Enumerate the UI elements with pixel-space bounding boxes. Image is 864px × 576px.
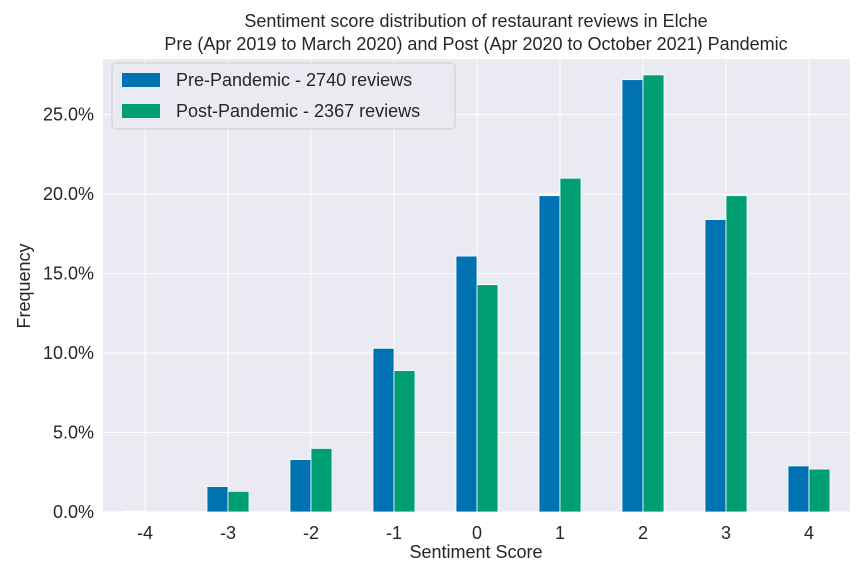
legend-label-pre: Pre-Pandemic - 2740 reviews	[176, 70, 412, 90]
x-axis-label: Sentiment Score	[409, 542, 542, 562]
x-tick-label: -3	[220, 523, 236, 543]
bar-pre-pandemic-0	[455, 255, 478, 513]
y-tick-label: 0.0%	[53, 502, 94, 522]
bar-post-pandemic-0	[476, 284, 499, 513]
bars	[123, 74, 831, 513]
x-tick-label: -1	[386, 523, 402, 543]
bar-post-pandemic-3	[725, 195, 748, 513]
y-tick-labels: 0.0% 5.0% 10.0% 15.0% 20.0% 25.0%	[43, 105, 94, 522]
legend-swatch-post	[122, 104, 160, 118]
x-tick-label: -2	[303, 523, 319, 543]
bar-pre-pandemic-4	[787, 465, 810, 513]
x-tick-labels: -4 -3 -2 -1 0 1 2 3 4	[137, 523, 814, 543]
bar-post-pandemic-4	[808, 468, 831, 513]
y-tick-label: 15.0%	[43, 264, 94, 284]
bar-post-pandemic--3	[227, 490, 250, 513]
chart-title-line-1: Sentiment score distribution of restaura…	[244, 11, 707, 31]
x-tick-label: 1	[555, 523, 565, 543]
y-tick-label: 25.0%	[43, 105, 94, 125]
legend: Pre-Pandemic - 2740 reviews Post-Pandemi…	[111, 62, 456, 130]
x-tick-label: 2	[638, 523, 648, 543]
bar-post-pandemic-2	[642, 74, 665, 513]
bar-pre-pandemic-1	[538, 195, 561, 513]
bar-pre-pandemic--2	[289, 459, 312, 513]
bar-pre-pandemic-2	[621, 79, 644, 513]
legend-frame	[111, 62, 456, 130]
bar-post-pandemic-1	[559, 177, 582, 513]
bar-post-pandemic--2	[310, 448, 333, 513]
bar-pre-pandemic-3	[704, 219, 727, 513]
x-tick-label: -4	[137, 523, 153, 543]
x-tick-label: 0	[472, 523, 482, 543]
bar-pre-pandemic--3	[206, 486, 229, 513]
x-tick-label: 3	[721, 523, 731, 543]
y-tick-label: 20.0%	[43, 184, 94, 204]
chart-title-line-2: Pre (Apr 2019 to March 2020) and Post (A…	[164, 34, 787, 54]
legend-swatch-pre	[122, 73, 160, 87]
x-tick-label: 4	[804, 523, 814, 543]
y-axis-label: Frequency	[14, 243, 34, 328]
y-tick-label: 10.0%	[43, 343, 94, 363]
bar-post-pandemic--1	[393, 370, 416, 513]
legend-label-post: Post-Pandemic - 2367 reviews	[176, 101, 420, 121]
bar-pre-pandemic--4	[123, 510, 146, 513]
bar-pre-pandemic--1	[372, 347, 395, 513]
y-tick-label: 5.0%	[53, 423, 94, 443]
